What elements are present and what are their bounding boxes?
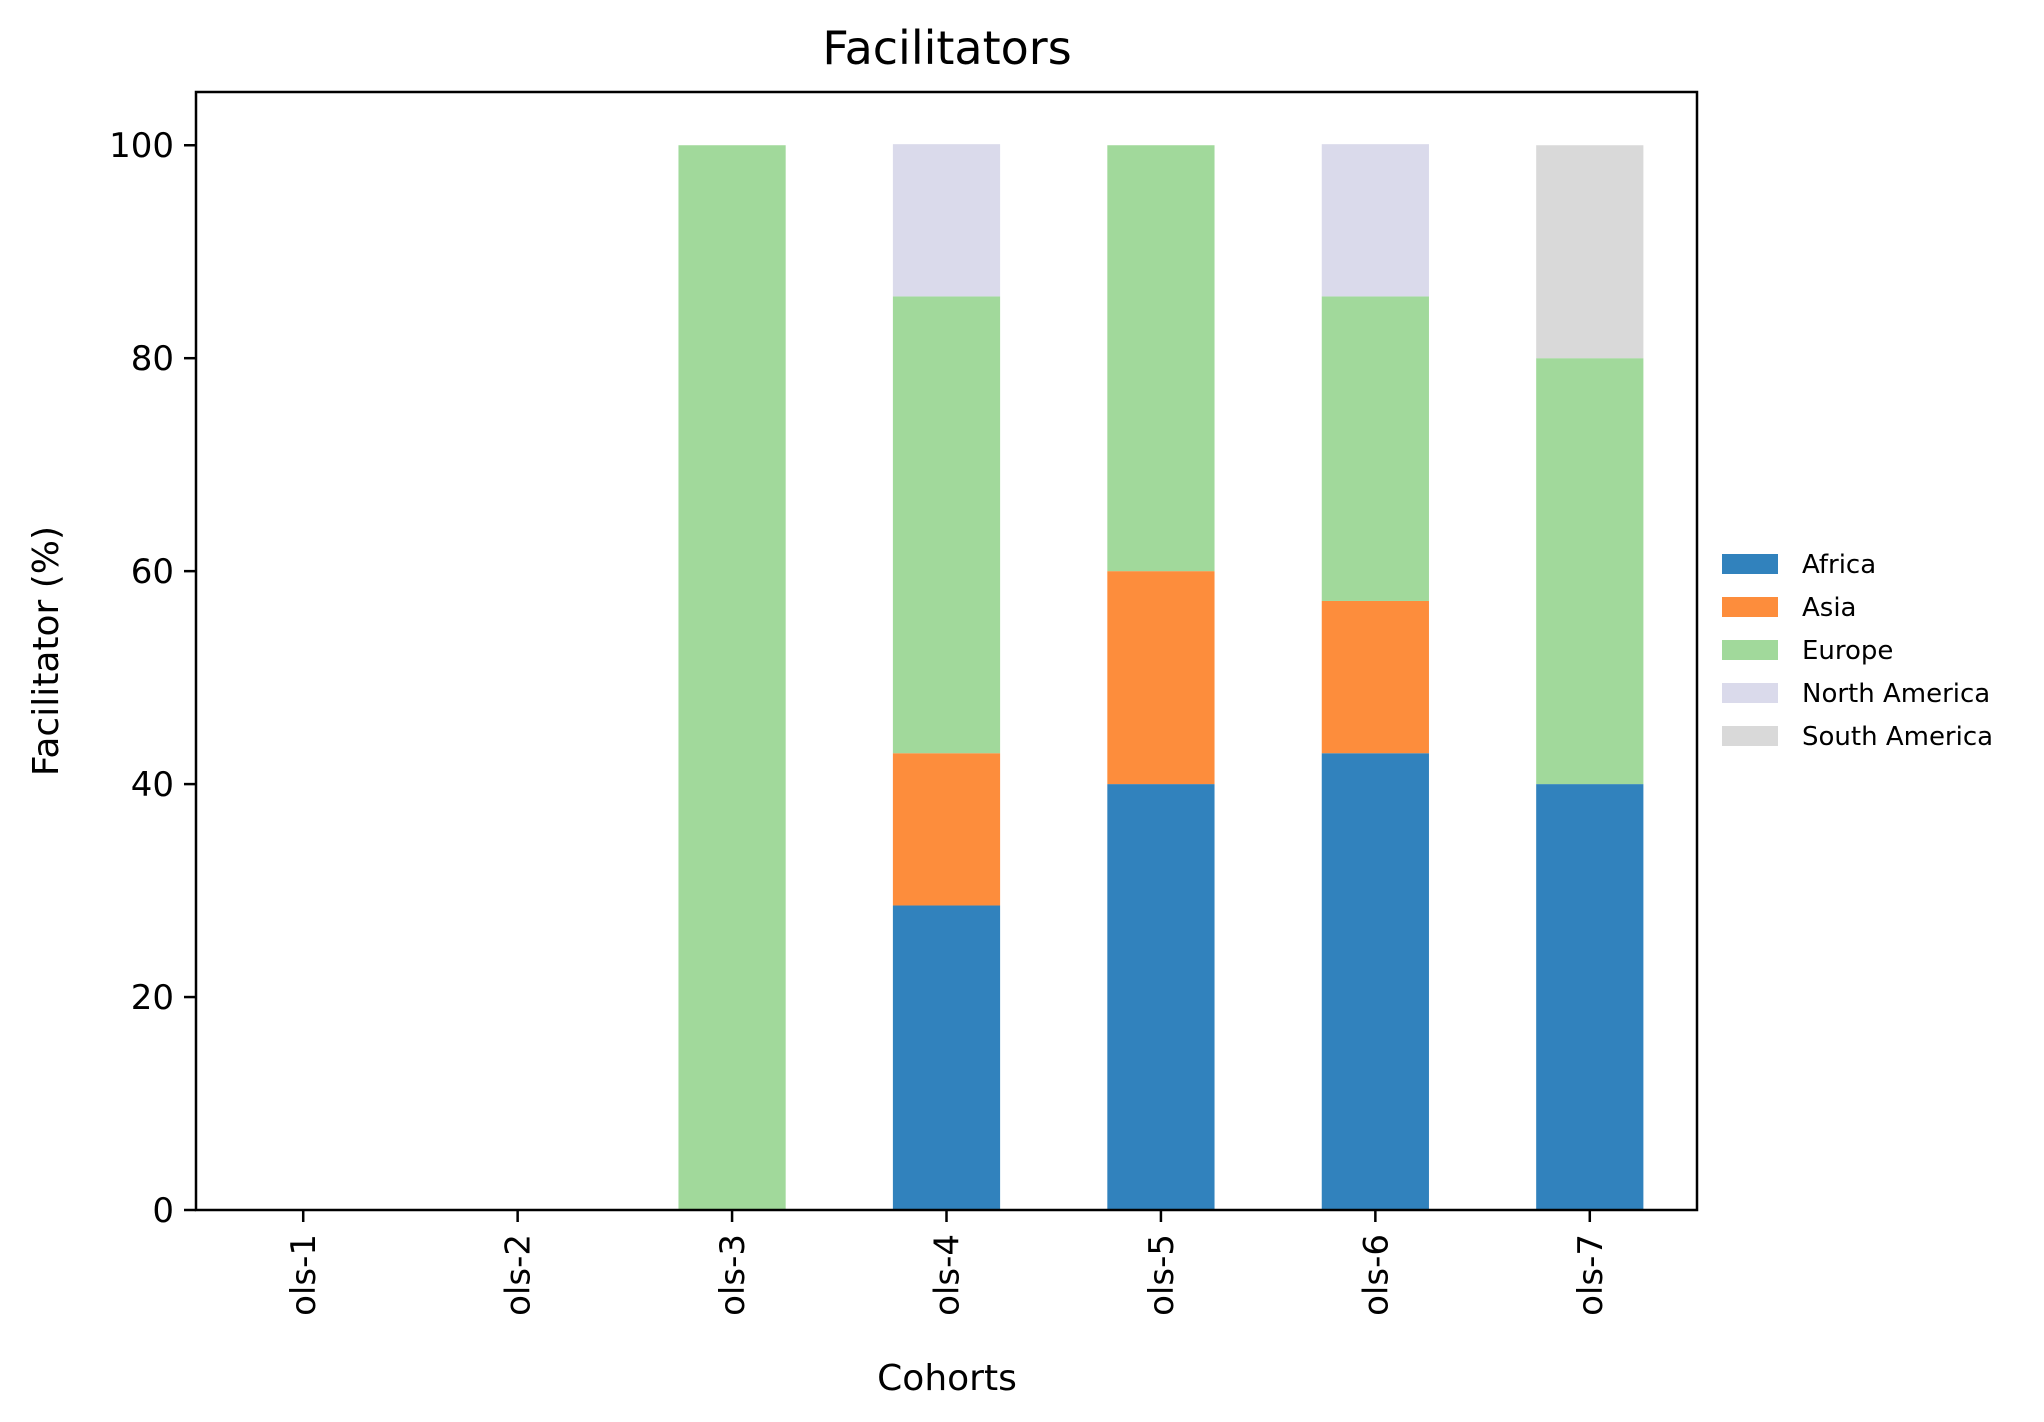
bar-ols-5-africa xyxy=(1107,784,1215,1210)
bar-ols-4-north-america xyxy=(892,144,1001,297)
legend-swatch xyxy=(1722,683,1778,703)
bar-ols-5-europe xyxy=(1107,145,1215,572)
y-tick-label: 100 xyxy=(109,126,174,166)
plot-area xyxy=(678,144,1644,1211)
x-tick-label: ols-5 xyxy=(1142,1234,1182,1316)
x-tick-label: ols-2 xyxy=(499,1234,539,1316)
legend-label: North America xyxy=(1802,679,1990,709)
y-tick-label: 60 xyxy=(131,552,174,592)
bar-ols-3-europe xyxy=(678,145,786,1211)
legend-label: South America xyxy=(1802,722,1993,752)
legend-label: Europe xyxy=(1802,636,1893,666)
chart-title: Facilitators xyxy=(822,21,1071,75)
legend-label: Africa xyxy=(1802,550,1876,580)
x-tick-label: ols-3 xyxy=(713,1234,753,1316)
legend-swatch xyxy=(1722,597,1778,617)
bar-ols-7-europe xyxy=(1536,358,1644,785)
legend-swatch xyxy=(1722,640,1778,660)
x-tick-label: ols-1 xyxy=(284,1234,324,1316)
x-axis-label: Cohorts xyxy=(877,1358,1017,1399)
x-tick-label: ols-6 xyxy=(1356,1234,1396,1316)
y-tick-label: 20 xyxy=(131,978,174,1018)
bar-ols-5-asia xyxy=(1107,571,1215,785)
y-tick-label: 40 xyxy=(131,765,174,805)
y-tick-label: 80 xyxy=(131,339,174,379)
x-tick-label: ols-4 xyxy=(928,1234,968,1316)
bar-ols-4-asia xyxy=(892,753,1001,906)
bar-ols-6-africa xyxy=(1321,753,1429,1210)
x-axis: ols-1 ols-2 ols-3 ols-4 ols-5 ols-6 ols-7 xyxy=(284,1210,1611,1316)
x-tick-label: ols-7 xyxy=(1571,1234,1611,1316)
y-axis-label: Facilitator (%) xyxy=(26,526,67,776)
bar-ols-6-north-america xyxy=(1321,144,1429,297)
bar-ols-7-south-america xyxy=(1536,145,1644,359)
bar-ols-4-africa xyxy=(892,905,1001,1210)
y-tick-label: 0 xyxy=(152,1191,174,1231)
legend: Africa Asia Europe North America South Ameri… xyxy=(1722,550,1993,752)
bar-ols-6-europe xyxy=(1321,296,1429,601)
y-axis: 0 20 40 60 80 100 xyxy=(109,126,196,1231)
legend-swatch xyxy=(1722,554,1778,574)
bar-ols-7-africa xyxy=(1536,784,1644,1210)
bar-ols-4-europe xyxy=(892,296,1001,754)
bar-ols-6-asia xyxy=(1321,600,1429,754)
legend-label: Asia xyxy=(1802,593,1857,623)
legend-swatch xyxy=(1722,726,1778,746)
